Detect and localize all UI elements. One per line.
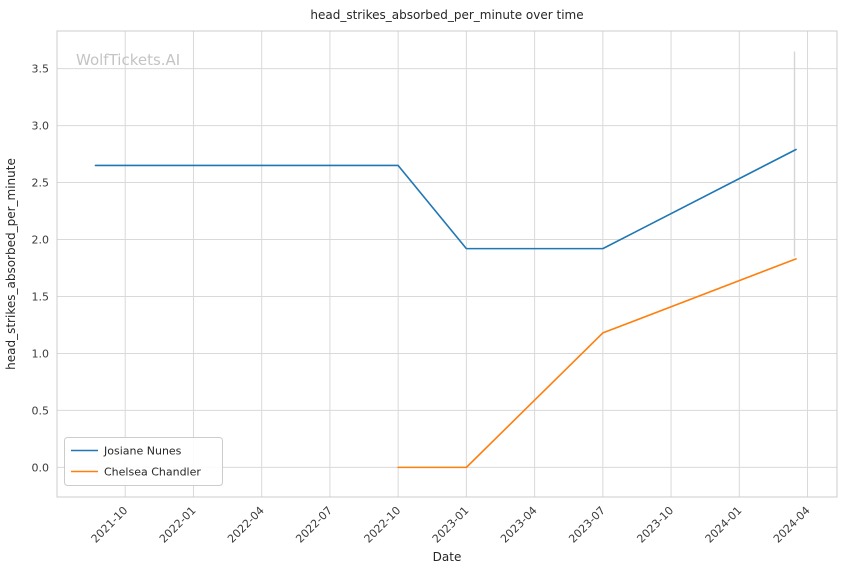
y-axis-label: head_strikes_absorbed_per_minute xyxy=(4,158,18,370)
y-tick-label: 0.0 xyxy=(32,461,50,474)
legend-box xyxy=(64,437,223,486)
y-tick-label: 3.5 xyxy=(32,63,50,76)
y-tick-label: 2.0 xyxy=(32,234,50,247)
x-axis-label: Date xyxy=(433,550,462,564)
legend-entry: Josiane Nunes xyxy=(71,445,182,458)
y-tick-label: 3.0 xyxy=(32,120,50,133)
plot-border xyxy=(56,30,838,498)
series-line xyxy=(397,258,797,469)
legend: Josiane Nunes Chelsea Chandler xyxy=(64,437,223,486)
y-tick-label: 1.0 xyxy=(32,347,50,360)
chart-title: head_strikes_absorbed_per_minute over ti… xyxy=(310,8,583,22)
legend-label: Josiane Nunes xyxy=(103,445,182,458)
series-layer xyxy=(94,148,797,469)
y-tick-label: 1.5 xyxy=(32,290,50,303)
legend-label: Chelsea Chandler xyxy=(104,466,201,479)
series-line xyxy=(94,148,797,250)
y-tick-labels: 0.0 0.5 1.0 1.5 2.0 2.5 3.0 3.5 xyxy=(32,63,50,475)
gridlines xyxy=(57,31,837,497)
y-tick-label: 2.5 xyxy=(32,177,50,190)
plot-background xyxy=(57,31,837,497)
y-tick-label: 0.5 xyxy=(32,404,50,417)
legend-entry: Chelsea Chandler xyxy=(71,466,201,479)
watermark: WolfTickets.AI xyxy=(76,51,180,69)
